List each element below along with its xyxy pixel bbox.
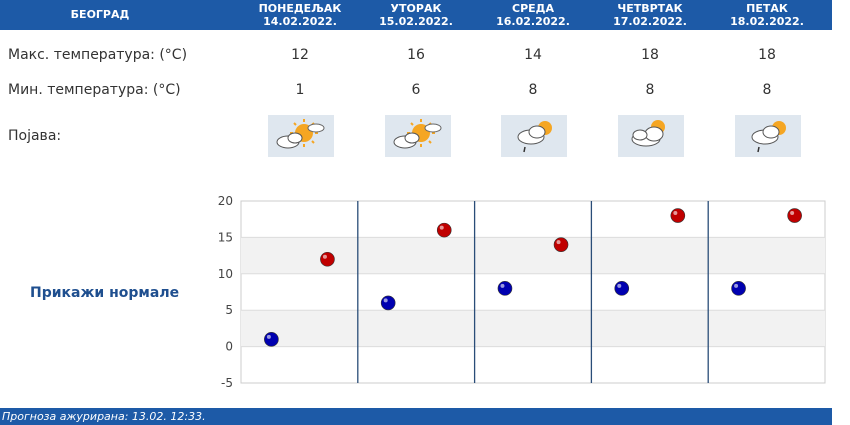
- sun-cloud-icon: [268, 115, 334, 157]
- max-temp-point: [553, 237, 569, 252]
- y-tick-label: 5: [225, 303, 233, 317]
- min-temp-point: [497, 281, 513, 296]
- city-name: БЕОГРАД: [70, 8, 130, 21]
- data-points: [264, 208, 802, 347]
- day-header-3: СРЕДА 16.02.2022.: [475, 2, 591, 28]
- max-temp-point: [787, 208, 802, 223]
- max-temp-value: 18: [641, 47, 659, 63]
- point-highlight: [673, 211, 678, 216]
- point-highlight: [439, 225, 444, 230]
- forecast-header: [0, 0, 832, 30]
- day-name: ПЕТАК: [746, 2, 788, 15]
- max-temp-value: 18: [758, 47, 776, 63]
- min-temp-point: [614, 281, 630, 296]
- point-highlight: [734, 283, 739, 288]
- phenomenon-label: Појава:: [8, 128, 62, 144]
- cloud-icon: [618, 115, 684, 157]
- point-highlight: [790, 211, 795, 216]
- max-temp-point: [320, 251, 335, 267]
- footer-update-info: Прогноза ажурирана: 13.02. 12:33.: [0, 408, 832, 425]
- day-header-5: ПЕТАК 18.02.2022.: [709, 2, 825, 28]
- point-highlight: [383, 298, 388, 303]
- y-tick-label: -5: [221, 376, 233, 390]
- plot-area: [240, 200, 826, 384]
- min-temp-label: Мин. температура: (°C): [8, 82, 181, 98]
- sun-cloud-rain-icon: [501, 115, 567, 157]
- min-temp-point: [264, 332, 279, 347]
- point-highlight: [556, 240, 561, 245]
- day-header-4: ЧЕТВРТАК 17.02.2022.: [592, 2, 708, 28]
- day-name: СРЕДА: [512, 2, 554, 15]
- max-temp-point: [436, 222, 452, 238]
- min-temp-value: 8: [528, 82, 538, 98]
- point-highlight: [322, 254, 327, 259]
- temperature-chart: 20 15 10 5 0 -5: [218, 195, 826, 390]
- day-date: 16.02.2022.: [496, 15, 570, 28]
- day-date: 14.02.2022.: [263, 15, 337, 28]
- show-normals-link[interactable]: Прикажи нормале: [30, 285, 180, 301]
- max-temp-value: 16: [407, 47, 425, 63]
- y-tick-label: 0: [225, 340, 233, 354]
- min-temp-point: [731, 281, 746, 296]
- day-header-1: ПОНЕДЕЉАК 14.02.2022.: [242, 2, 358, 28]
- grid-band: [241, 237, 825, 274]
- day-name: ПОНЕДЕЉАК: [258, 2, 342, 15]
- day-name: ЧЕТВРТАК: [617, 2, 683, 15]
- day-date: 18.02.2022.: [730, 15, 804, 28]
- y-tick-label: 10: [218, 267, 233, 281]
- sun-cloud-rain-icon: [735, 115, 801, 157]
- grid-band: [241, 310, 825, 347]
- point-highlight: [266, 334, 271, 339]
- max-temp-value: 14: [524, 47, 542, 63]
- min-temp-value: 8: [645, 82, 655, 98]
- sun-cloud-icon: [385, 115, 451, 157]
- min-temp-value: 6: [411, 82, 421, 98]
- max-temp-label: Макс. температура: (°C): [8, 47, 188, 63]
- day-header-2: УТОРАК 15.02.2022.: [358, 2, 474, 28]
- y-tick-label: 15: [218, 230, 233, 244]
- day-date: 15.02.2022.: [379, 15, 453, 28]
- point-highlight: [617, 283, 622, 288]
- min-temp-value: 1: [295, 82, 305, 98]
- max-temp-value: 12: [291, 47, 309, 63]
- min-temp-point: [380, 295, 396, 311]
- y-tick-label: 20: [218, 195, 233, 208]
- max-temp-point: [670, 208, 686, 223]
- day-name: УТОРАК: [390, 2, 442, 15]
- day-date: 17.02.2022.: [613, 15, 687, 28]
- min-temp-value: 8: [762, 82, 772, 98]
- point-highlight: [500, 283, 505, 288]
